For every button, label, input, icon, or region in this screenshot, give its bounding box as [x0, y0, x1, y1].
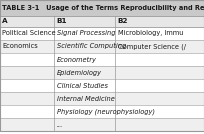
- Text: Microbiology, Immu: Microbiology, Immu: [118, 30, 183, 36]
- Text: Economics: Economics: [2, 43, 38, 49]
- Text: Physiology (neurophysiology): Physiology (neurophysiology): [57, 108, 154, 115]
- Bar: [0, 16, 204, 27]
- Bar: [0, 79, 204, 92]
- Text: Econometry: Econometry: [57, 56, 96, 63]
- Bar: [0, 92, 204, 105]
- Text: B2: B2: [118, 18, 128, 24]
- Bar: [0, 0, 204, 16]
- Bar: [0, 118, 204, 131]
- Text: Epidemiology: Epidemiology: [57, 70, 102, 76]
- Text: Scientific Computing: Scientific Computing: [57, 43, 126, 49]
- Bar: [0, 105, 204, 118]
- Text: Computer Science (/: Computer Science (/: [118, 43, 186, 50]
- Bar: [0, 66, 204, 79]
- Text: Signal Processing: Signal Processing: [57, 30, 115, 36]
- Text: Internal Medicine: Internal Medicine: [57, 96, 114, 102]
- Bar: [0, 27, 204, 40]
- Bar: [0, 40, 204, 53]
- Text: ...: ...: [57, 122, 63, 128]
- Text: Political Science: Political Science: [2, 30, 56, 36]
- Text: TABLE 3-1   Usage of the Terms Reproducibility and Replica: TABLE 3-1 Usage of the Terms Reproducibi…: [2, 5, 204, 11]
- Text: B1: B1: [57, 18, 67, 24]
- Text: A: A: [2, 18, 8, 24]
- Text: Clinical Studies: Clinical Studies: [57, 83, 108, 89]
- Bar: [0, 53, 204, 66]
